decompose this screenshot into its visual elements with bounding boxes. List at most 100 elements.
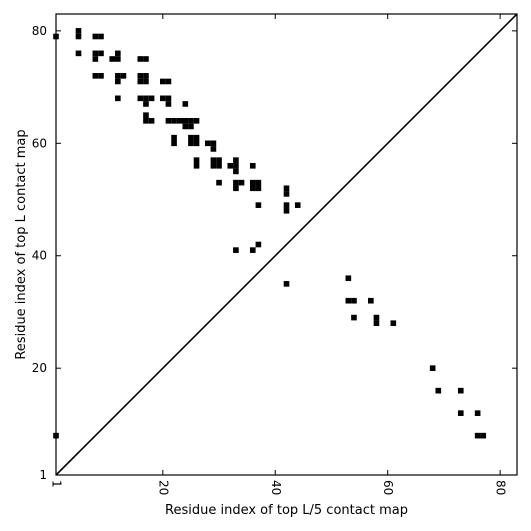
contact-point <box>137 73 144 79</box>
contact-point <box>143 78 149 85</box>
contact-point <box>193 162 200 169</box>
contact-point <box>115 50 121 57</box>
x-tick-label: 1 <box>50 480 64 488</box>
contact-point <box>165 95 172 102</box>
contact-point <box>171 134 177 141</box>
contact-point <box>98 73 104 79</box>
contact-point <box>216 162 222 169</box>
contact-point <box>249 247 256 253</box>
contact-point <box>193 157 200 163</box>
contact-point <box>255 241 262 248</box>
contact-point <box>92 56 99 62</box>
contact-point <box>368 297 374 304</box>
contact-point <box>474 432 481 439</box>
contact-point <box>193 118 200 124</box>
contact-point <box>143 118 149 124</box>
contact-point <box>182 123 189 130</box>
contact-point <box>216 157 222 163</box>
y-axis-label: Residue index of top L contact map <box>14 129 29 359</box>
x-tick-label: 80 <box>494 480 508 495</box>
contact-point <box>345 297 352 304</box>
x-tick-label: 60 <box>381 480 395 495</box>
contact-point <box>480 432 487 439</box>
contact-point <box>115 78 121 85</box>
contact-point <box>75 50 82 57</box>
contact-point <box>188 140 194 147</box>
contact-point <box>204 140 211 147</box>
plot-frame <box>55 13 518 476</box>
x-tick-label: 20 <box>156 480 170 495</box>
contact-point <box>429 365 436 371</box>
contact-point <box>373 320 380 327</box>
contact-point <box>227 162 234 169</box>
y-axis-ticks: 1 20 40 60 80 <box>32 24 517 482</box>
contact-point <box>92 73 99 79</box>
contact-point <box>115 95 121 102</box>
contact-point <box>457 410 464 416</box>
upper-left-points-series <box>53 28 301 287</box>
x-axis-label: Residue index of top L/5 contact map <box>165 503 408 518</box>
contact-point <box>210 157 217 163</box>
contact-point <box>233 157 239 163</box>
contact-point <box>143 101 149 107</box>
contact-point <box>193 140 200 147</box>
contact-point <box>351 314 357 321</box>
contact-point <box>210 146 217 152</box>
contact-point <box>283 281 290 287</box>
contact-point <box>160 78 166 85</box>
contact-point <box>390 320 397 327</box>
contact-point <box>75 28 82 34</box>
contact-point <box>182 101 189 107</box>
contact-point <box>92 50 99 57</box>
contact-point <box>193 134 200 141</box>
contact-point <box>249 162 256 169</box>
contact-point <box>92 33 99 40</box>
x-axis-ticks: 1 20 40 60 80 <box>50 14 508 495</box>
y-tick-label: 20 <box>32 361 47 375</box>
contact-point <box>148 95 155 102</box>
contact-point <box>115 73 121 79</box>
contact-point <box>233 168 239 175</box>
contact-point <box>176 118 183 124</box>
contact-point <box>238 179 245 186</box>
contact-point <box>283 207 290 214</box>
contact-point <box>283 202 290 208</box>
contact-point <box>160 95 166 102</box>
contact-point <box>283 185 290 192</box>
contact-point <box>165 78 172 85</box>
contact-point <box>165 101 172 107</box>
contact-point <box>233 162 239 169</box>
contact-point <box>294 202 301 208</box>
contact-point <box>137 78 144 85</box>
contact-point <box>255 179 262 186</box>
contact-point <box>188 134 194 141</box>
y-tick-label: 40 <box>32 249 47 263</box>
y-tick-label: 60 <box>32 136 47 150</box>
contact-point <box>188 123 194 130</box>
contact-point <box>109 56 116 62</box>
contact-point <box>75 33 82 40</box>
contact-point <box>255 185 262 192</box>
contact-point <box>283 191 290 197</box>
contact-point <box>98 50 104 57</box>
contact-point <box>249 179 256 186</box>
contact-point <box>137 95 144 102</box>
contact-point <box>351 297 357 304</box>
contact-point <box>171 118 177 124</box>
contact-point <box>210 162 217 169</box>
contact-point <box>474 410 481 416</box>
y-tick-label: 1 <box>39 468 47 482</box>
contact-point <box>143 56 149 62</box>
contact-point <box>165 118 172 124</box>
contact-point <box>188 118 194 124</box>
contact-point <box>233 185 239 192</box>
contact-point <box>98 33 104 40</box>
contact-point <box>143 73 149 79</box>
contact-point <box>233 247 239 253</box>
contact-point <box>171 140 177 147</box>
contact-point <box>435 387 442 394</box>
contact-point <box>210 140 217 147</box>
y-tick-label: 80 <box>32 24 47 38</box>
contact-point <box>182 118 189 124</box>
